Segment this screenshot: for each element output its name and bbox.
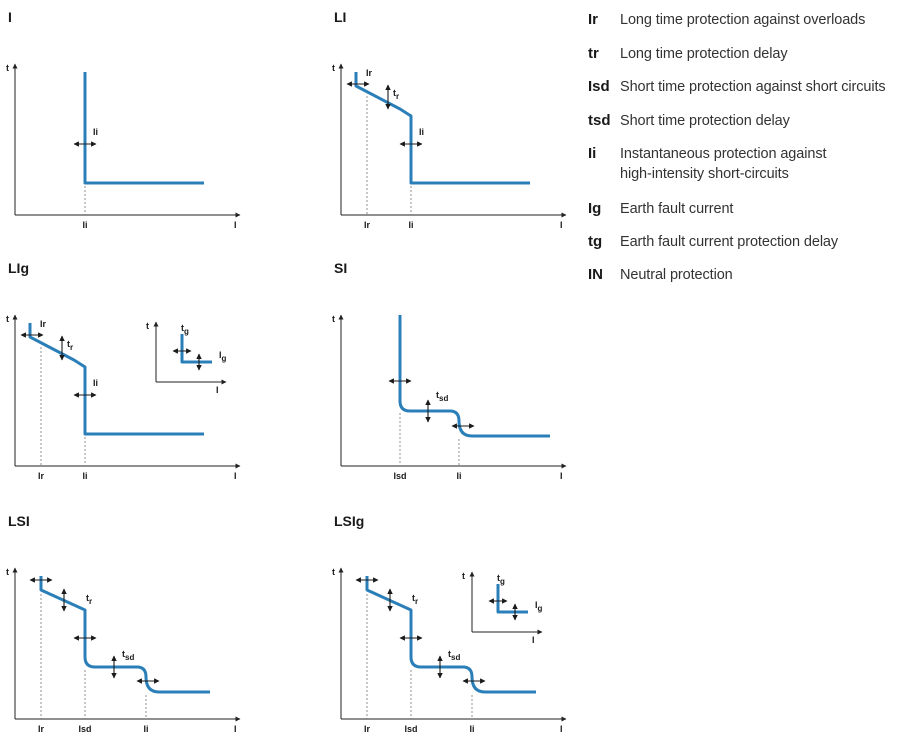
panel-i: It I Ii Ii xyxy=(6,9,241,230)
x-tick-ii: Ii xyxy=(143,724,148,734)
inset-x-axis-label: I xyxy=(216,385,219,395)
trip-curve xyxy=(398,315,550,438)
legend-description: Earth fault current xyxy=(620,201,734,217)
panel-title: LSIg xyxy=(334,513,364,529)
x-tick-ir: Ir xyxy=(364,220,371,230)
panels-layer: It I Ii Ii LI t I Ir tr Ii Ir Ii LIg t I Ir tr Ii Ir Ii t Itg… xyxy=(6,9,567,734)
legend-item-tg: tg Earth fault current protection delay xyxy=(588,232,893,265)
legend-description: Long time protection delay xyxy=(620,46,788,62)
ii-setting-label: Ii xyxy=(93,127,98,137)
panel-lsi: LSI t Itr tsd Ir Isd Ii xyxy=(6,513,241,734)
panel-title: LIg xyxy=(8,260,29,276)
trip-curve xyxy=(39,576,210,694)
x-tick-isd: Isd xyxy=(393,471,406,481)
legend-item-tsd: tsd Short time protection delay xyxy=(588,111,893,144)
earth-fault-curve xyxy=(180,334,212,364)
legend-symbol: Ii xyxy=(588,145,597,162)
x-tick-ir: Ir xyxy=(364,724,371,734)
y-axis-label: t xyxy=(332,567,335,577)
legend-item-ig: Ig Earth fault current xyxy=(588,199,893,232)
legend: Ir Long time protection against overload… xyxy=(588,10,893,295)
tr-setting-label: tr xyxy=(412,593,418,606)
tr-setting-label: tr xyxy=(86,593,92,606)
tr-setting-label: tr xyxy=(67,339,73,352)
x-axis-label: I xyxy=(234,471,237,481)
ir-setting-label: Ir xyxy=(366,68,373,78)
trip-curve xyxy=(83,72,204,185)
y-axis-label: t xyxy=(332,314,335,324)
panel-lsig: LSIg t Itr tsd Ir Isd Ii t Itg Ig xyxy=(332,513,567,734)
x-tick-ii: Ii xyxy=(469,724,474,734)
x-tick-ir: Ir xyxy=(38,471,45,481)
x-axis-label: I xyxy=(234,220,237,230)
y-axis-label: t xyxy=(332,63,335,73)
ir-setting-label: Ir xyxy=(40,319,47,329)
inset-y-axis-label: t xyxy=(462,571,465,581)
earth-fault-inset: t Itg Ig xyxy=(462,571,543,645)
legend-symbol: Ir xyxy=(588,11,599,28)
trip-curve xyxy=(365,576,536,694)
legend-item-in: IN Neutral protection xyxy=(588,265,893,295)
legend-description: Short time protection delay xyxy=(620,113,790,129)
legend-description: Instantaneous protection against high-in… xyxy=(620,146,827,182)
panel-title: LI xyxy=(334,9,346,25)
panel-title: SI xyxy=(334,260,347,276)
legend-item-isd: Isd Short time protection against short … xyxy=(588,77,893,111)
legend-description: Long time protection against overloads xyxy=(620,12,866,28)
x-axis-label: I xyxy=(234,724,237,734)
ii-setting-label: Ii xyxy=(93,378,98,388)
y-axis-label: t xyxy=(6,567,9,577)
tg-label: tg xyxy=(181,323,189,336)
legend-symbol: Ig xyxy=(588,200,602,217)
legend-symbol: Isd xyxy=(588,78,610,95)
earth-fault-curve xyxy=(496,584,528,614)
legend-description: Short time protection against short circ… xyxy=(620,79,886,95)
y-axis-label: t xyxy=(6,63,9,73)
x-tick-ii: Ii xyxy=(82,220,87,230)
panel-title: LSI xyxy=(8,513,30,529)
ig-label: Ig xyxy=(219,350,227,363)
x-axis-label: I xyxy=(560,220,563,230)
ii-setting-label: Ii xyxy=(419,127,424,137)
x-tick-isd: Isd xyxy=(404,724,417,734)
legend-symbol: tr xyxy=(588,45,599,62)
inset-y-axis-label: t xyxy=(146,321,149,331)
x-axis-label: I xyxy=(560,471,563,481)
x-tick-ir: Ir xyxy=(38,724,45,734)
panel-lig: LIg t I Ir tr Ii Ir Ii t Itg Ig xyxy=(6,260,241,481)
legend-item-ii: Ii Instantaneous protection against high… xyxy=(588,144,893,199)
tr-setting-label: tr xyxy=(393,88,399,101)
trip-curve xyxy=(28,323,204,436)
x-tick-ii: Ii xyxy=(456,471,461,481)
trip-curve xyxy=(354,72,530,185)
inset-x-axis-label: I xyxy=(532,635,535,645)
legend-description: Earth fault current protection delay xyxy=(620,234,839,250)
earth-fault-inset: t Itg Ig xyxy=(146,321,227,395)
tg-label: tg xyxy=(497,573,505,586)
legend-description: Neutral protection xyxy=(620,267,733,283)
legend-item-ir: Ir Long time protection against overload… xyxy=(588,10,893,44)
panel-title: I xyxy=(8,9,12,25)
x-tick-isd: Isd xyxy=(78,724,91,734)
x-tick-ii: Ii xyxy=(408,220,413,230)
legend-symbol: tg xyxy=(588,233,603,250)
legend-symbol: IN xyxy=(588,266,603,283)
tsd-setting-label: tsd xyxy=(436,390,448,403)
legend-symbol: tsd xyxy=(588,112,611,129)
y-axis-label: t xyxy=(6,314,9,324)
ig-label: Ig xyxy=(535,600,543,613)
legend-item-tr: tr Long time protection delay xyxy=(588,44,893,77)
x-axis-label: I xyxy=(560,724,563,734)
x-tick-ii: Ii xyxy=(82,471,87,481)
tsd-setting-label: tsd xyxy=(448,649,460,662)
tsd-setting-label: tsd xyxy=(122,649,134,662)
panel-li: LI t I Ir tr Ii Ir Ii xyxy=(332,9,567,230)
